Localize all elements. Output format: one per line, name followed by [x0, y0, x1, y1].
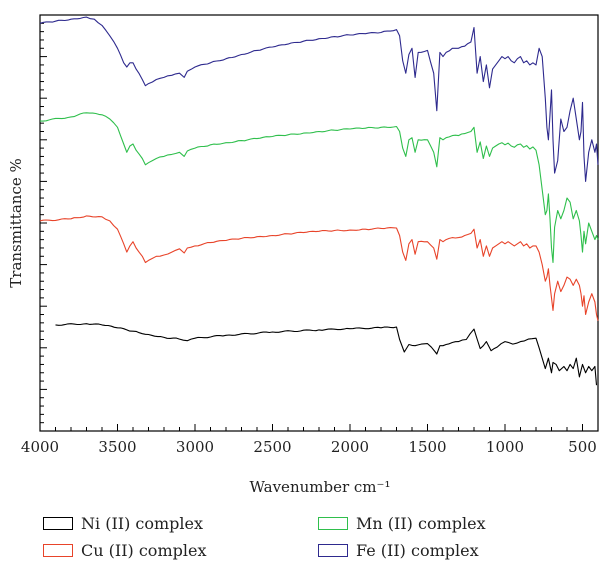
series-line-mn — [40, 112, 599, 264]
x-tick-label: 500 — [568, 438, 597, 456]
x-tick-label: 1000 — [486, 438, 524, 456]
legend-item-cu: Cu (II) complex — [43, 541, 206, 560]
legend-swatch-cu — [43, 544, 73, 557]
legend-item-fe: Fe (II) complex — [318, 541, 479, 560]
series-line-cu — [39, 215, 599, 321]
x-tick-label: 2000 — [331, 438, 369, 456]
x-tick-label: 1500 — [408, 438, 446, 456]
legend-label-ni: Ni (II) complex — [81, 514, 204, 533]
x-tick-label: 4000 — [21, 438, 59, 456]
legend-swatch-ni — [43, 517, 73, 530]
legend-item-mn: Mn (II) complex — [318, 514, 486, 533]
legend-swatch-fe — [318, 544, 348, 557]
x-tick-label: 3500 — [98, 438, 136, 456]
legend-swatch-mn — [318, 517, 348, 530]
x-tick-label: 3000 — [176, 438, 214, 456]
ftir-chart: 4000 3500 3000 2500 2000 1500 1000 500 Wavenumb… — [7, 14, 599, 496]
x-tick-label: 2500 — [253, 438, 291, 456]
x-axis-ticks: 4000 3500 3000 2500 2000 1500 1000 500 — [21, 424, 599, 456]
series-layer — [39, 16, 599, 386]
y-axis-title: Transmittance % — [7, 158, 25, 287]
series-line-ni — [55, 323, 598, 386]
series-line-fe — [39, 16, 599, 182]
legend-item-ni: Ni (II) complex — [43, 514, 203, 533]
legend: Ni (II) complex Mn (II) complex Cu (II) … — [0, 508, 600, 564]
plot-frame — [39, 14, 599, 432]
legend-label-mn: Mn (II) complex — [356, 514, 486, 533]
legend-label-fe: Fe (II) complex — [356, 541, 479, 560]
x-axis-title: Wavenumber cm⁻¹ — [250, 478, 391, 496]
y-axis-ticks — [40, 14, 47, 432]
legend-label-cu: Cu (II) complex — [81, 541, 207, 560]
